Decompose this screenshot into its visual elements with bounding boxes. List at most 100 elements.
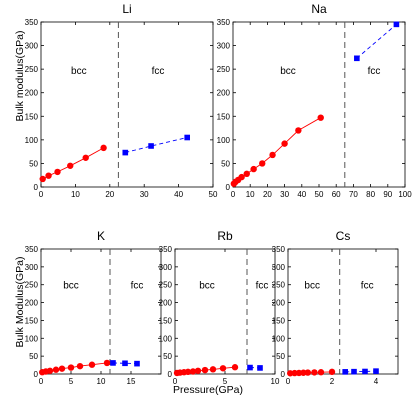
x-tick-label: 15 xyxy=(127,377,136,386)
fcc-point xyxy=(134,360,140,367)
fcc-point xyxy=(184,134,190,141)
bcc-point xyxy=(304,369,311,376)
panel-title: K xyxy=(97,229,105,243)
y-tick-label: 300 xyxy=(25,42,39,51)
bcc-point xyxy=(243,170,250,177)
bcc-point xyxy=(52,366,60,373)
y-tick-label: 250 xyxy=(25,281,39,290)
bcc-point xyxy=(184,368,192,376)
plot-frame xyxy=(174,248,276,375)
x-tick-label: 20 xyxy=(105,190,114,199)
panel-title: Li xyxy=(122,2,131,16)
bcc-point xyxy=(328,368,336,376)
panel-cs: Cs 0 50 100 150 200 250 300 350 0 2 4 bcc fcc xyxy=(272,229,399,386)
y-tick-label: 250 xyxy=(159,281,173,290)
x-tick-label: 10 xyxy=(71,190,80,199)
phase-label-fcc: fcc xyxy=(131,280,144,291)
x-tick-label: 5 xyxy=(69,377,74,386)
x-tick-label: 80 xyxy=(366,190,375,199)
phase-label-fcc: fcc xyxy=(256,280,269,291)
y-tick-label: 350 xyxy=(217,18,231,27)
bcc-point xyxy=(201,366,209,374)
fcc-point xyxy=(122,149,129,156)
bcc-point xyxy=(295,127,302,134)
x-tick-label: 0 xyxy=(173,377,178,386)
x-tick-label: 90 xyxy=(383,190,392,199)
bcc-point xyxy=(311,369,318,376)
y-tick-label: 150 xyxy=(217,112,231,121)
fcc-point xyxy=(342,369,348,375)
y-tick-label: 150 xyxy=(25,112,39,121)
y-tick-label: 50 xyxy=(276,352,285,361)
bcc-point xyxy=(76,362,84,370)
y-tick-label: 150 xyxy=(159,316,173,325)
y-tick-label: 0 xyxy=(226,183,231,192)
y-tick-label: 100 xyxy=(272,334,286,343)
bcc-point xyxy=(54,168,61,176)
x-tick-label: 10 xyxy=(271,377,280,386)
bcc-series-line xyxy=(42,147,104,180)
top-row-ylabel: Bulk modulus(GPa) xyxy=(14,30,26,121)
panel-na: Na 0 50 100 150 200 250 300 350 0 10 20 30 40 50 60 70 80… xyxy=(217,2,413,199)
bcc-point xyxy=(88,361,96,368)
panel-k: K 0 50 100 150 200 250 300 350 0 5 10 15 bcc fcc xyxy=(25,229,162,386)
fcc-point xyxy=(351,368,357,375)
x-tick-label: 60 xyxy=(332,190,341,199)
bcc-point xyxy=(259,160,266,167)
phase-label-bcc: bcc xyxy=(304,280,320,291)
fcc-point xyxy=(110,360,116,366)
fcc-point xyxy=(362,368,368,375)
x-tick-label: 30 xyxy=(140,190,149,199)
panel-rb: Rb 0 50 100 150 200 250 300 350 0 5 10 bcc fcc xyxy=(159,229,280,386)
x-tick-label: 100 xyxy=(398,190,412,199)
plot-frame xyxy=(40,248,162,375)
phase-label-fcc: fcc xyxy=(361,280,374,291)
fcc-point xyxy=(393,21,400,28)
bcc-point xyxy=(46,367,54,374)
plot-frame xyxy=(287,248,399,375)
y-tick-label: 250 xyxy=(25,65,39,74)
phase-label-fcc: fcc xyxy=(368,66,381,77)
x-tick-label: 70 xyxy=(349,190,358,199)
x-tick-label: 0 xyxy=(39,190,44,199)
fcc-series-line xyxy=(125,137,188,154)
plot-frame xyxy=(40,21,214,188)
bcc-point xyxy=(250,165,257,173)
x-tick-label: 10 xyxy=(97,377,106,386)
x-tick-label: 40 xyxy=(174,190,183,199)
y-tick-label: 200 xyxy=(159,299,173,308)
y-tick-label: 350 xyxy=(25,245,39,254)
y-tick-label: 150 xyxy=(25,316,39,325)
panel-li: Li 0 50 100 150 200 250 300 350 0 10 20 30 40 50 bcc fcc xyxy=(25,2,218,199)
bcc-point xyxy=(317,369,325,376)
y-tick-label: 300 xyxy=(159,263,173,272)
y-tick-label: 200 xyxy=(217,89,231,98)
y-tick-label: 100 xyxy=(159,334,173,343)
y-tick-label: 0 xyxy=(34,183,39,192)
bcc-point xyxy=(209,366,217,373)
bcc-point xyxy=(194,367,202,374)
fcc-point xyxy=(247,364,253,371)
y-tick-label: 50 xyxy=(29,352,38,361)
fcc-point xyxy=(373,368,379,374)
bcc-point xyxy=(100,144,107,152)
x-tick-label: 0 xyxy=(39,377,44,386)
bottom-row-ylabel: Bulk Modulus(GPa) xyxy=(14,256,26,347)
bcc-point xyxy=(317,114,324,121)
y-tick-label: 0 xyxy=(34,370,39,379)
y-tick-label: 300 xyxy=(272,263,286,272)
panel-title: Rb xyxy=(217,229,233,243)
x-tick-label: 5 xyxy=(223,377,228,386)
fcc-point xyxy=(122,360,128,367)
y-tick-label: 50 xyxy=(221,159,230,168)
panel-title: Cs xyxy=(336,229,351,243)
y-tick-label: 300 xyxy=(25,263,39,272)
phase-label-bcc: bcc xyxy=(199,280,215,291)
y-tick-label: 350 xyxy=(159,245,173,254)
bcc-point xyxy=(67,364,75,371)
fcc-point xyxy=(354,55,360,62)
x-tick-label: 0 xyxy=(231,190,236,199)
plot-frame xyxy=(232,21,406,188)
phase-label-fcc: fcc xyxy=(152,66,165,77)
